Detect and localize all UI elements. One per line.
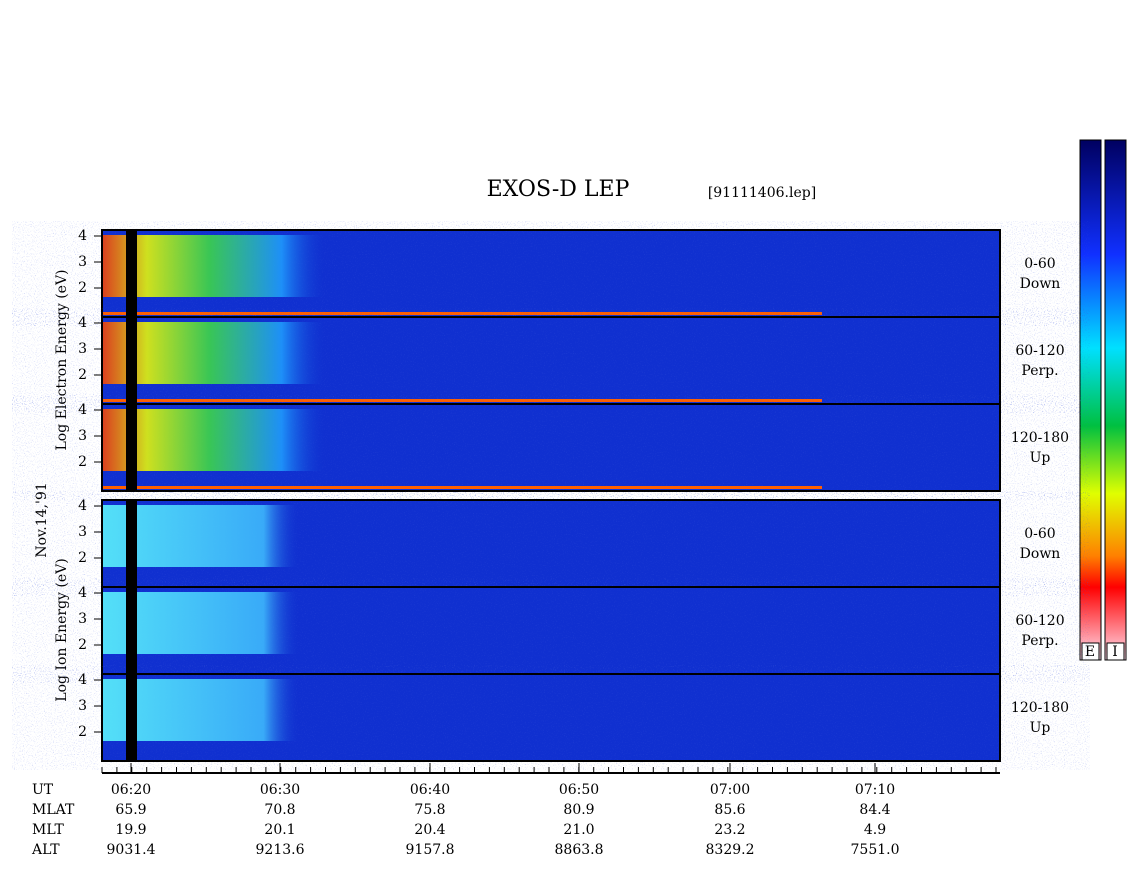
row-value: 85.6 bbox=[714, 802, 745, 818]
row-value: 65.9 bbox=[115, 802, 146, 818]
panel-angle: 60-120 bbox=[1015, 343, 1064, 359]
panel-angle: 120-180 bbox=[1011, 430, 1069, 446]
row-value: 9157.8 bbox=[406, 842, 455, 858]
y-tick-label: 3 bbox=[78, 611, 87, 627]
row-value: 8863.8 bbox=[555, 842, 604, 858]
y-tick-label: 2 bbox=[78, 550, 87, 566]
y-tick-label: 2 bbox=[78, 454, 87, 470]
spectrogram-band bbox=[102, 409, 1000, 471]
row-value: 06:40 bbox=[410, 782, 450, 798]
colorbar bbox=[1104, 139, 1127, 661]
electron-axis-label: Log Electron Energy (eV) bbox=[54, 269, 70, 450]
y-tick-label: 3 bbox=[78, 341, 87, 357]
panel-angle: 0-60 bbox=[1024, 256, 1055, 272]
colorbar-label-box bbox=[1081, 642, 1100, 661]
y-tick-label: 4 bbox=[78, 228, 87, 244]
y-tick-label: 4 bbox=[78, 315, 87, 331]
row-value: 9031.4 bbox=[107, 842, 156, 858]
low-energy-band bbox=[102, 486, 822, 489]
row-value: 84.4 bbox=[859, 802, 890, 818]
colorbar bbox=[1079, 139, 1102, 661]
row-value: 80.9 bbox=[563, 802, 594, 818]
row-value: 07:10 bbox=[855, 782, 895, 798]
spectrogram-band bbox=[102, 235, 1000, 297]
row-value: 20.1 bbox=[264, 822, 295, 838]
row-value: 21.0 bbox=[563, 822, 594, 838]
row-value: 19.9 bbox=[115, 822, 146, 838]
low-energy-band bbox=[102, 399, 822, 402]
row-name: MLT bbox=[32, 822, 64, 838]
row-value: 70.8 bbox=[264, 802, 295, 818]
title: EXOS-D LEP bbox=[487, 177, 630, 202]
spectrogram-band bbox=[102, 322, 1000, 384]
panel-angle: 120-180 bbox=[1011, 700, 1069, 716]
row-name: MLAT bbox=[32, 802, 75, 818]
ion-axis-label: Log Ion Energy (eV) bbox=[54, 558, 70, 701]
panel-angle: 60-120 bbox=[1015, 613, 1064, 629]
y-tick-label: 3 bbox=[78, 254, 87, 270]
y-tick-label: 4 bbox=[78, 672, 87, 688]
row-value: 23.2 bbox=[714, 822, 745, 838]
y-tick-label: 2 bbox=[78, 637, 87, 653]
panel-direction: Perp. bbox=[1021, 633, 1058, 649]
y-tick-label: 3 bbox=[78, 698, 87, 714]
y-tick-label: 2 bbox=[78, 724, 87, 740]
colorbar-label-box bbox=[1106, 642, 1125, 661]
y-tick-label: 3 bbox=[78, 428, 87, 444]
colorbar-label: E bbox=[1085, 644, 1095, 660]
data-gap bbox=[126, 500, 137, 761]
row-name: ALT bbox=[31, 842, 60, 858]
panel-direction: Perp. bbox=[1021, 363, 1058, 379]
row-value: 8329.2 bbox=[706, 842, 755, 858]
y-tick-label: 2 bbox=[78, 280, 87, 296]
row-value: 9213.6 bbox=[256, 842, 305, 858]
row-value: 4.9 bbox=[864, 822, 886, 838]
row-value: 06:30 bbox=[260, 782, 300, 798]
y-tick-label: 4 bbox=[78, 402, 87, 418]
colorbar-label: I bbox=[1112, 644, 1118, 660]
y-tick-label: 4 bbox=[78, 498, 87, 514]
panel-angle: 0-60 bbox=[1024, 526, 1055, 542]
low-energy-band bbox=[102, 312, 822, 315]
panel-direction: Up bbox=[1030, 720, 1051, 736]
row-value: 06:50 bbox=[559, 782, 599, 798]
spectrogram-band bbox=[102, 505, 1000, 567]
file-name: [91111406.lep] bbox=[708, 185, 816, 201]
date: Nov.14,'91 bbox=[34, 482, 50, 557]
panel-frame bbox=[101, 673, 1001, 762]
spectrogram-band bbox=[102, 679, 1000, 741]
row-value: 07:00 bbox=[710, 782, 750, 798]
data-gap bbox=[126, 230, 137, 491]
spectrogram-band bbox=[102, 592, 1000, 654]
panel-frame bbox=[101, 403, 1001, 492]
panel-direction: Down bbox=[1020, 276, 1061, 292]
panel-direction: Up bbox=[1030, 450, 1051, 466]
row-value: 20.4 bbox=[414, 822, 445, 838]
panel-direction: Down bbox=[1020, 546, 1061, 562]
row-name: UT bbox=[32, 782, 54, 798]
y-tick-label: 2 bbox=[78, 367, 87, 383]
y-tick-label: 3 bbox=[78, 524, 87, 540]
row-value: 75.8 bbox=[414, 802, 445, 818]
row-value: 06:20 bbox=[111, 782, 151, 798]
y-tick-label: 4 bbox=[78, 585, 87, 601]
row-value: 7551.0 bbox=[851, 842, 900, 858]
